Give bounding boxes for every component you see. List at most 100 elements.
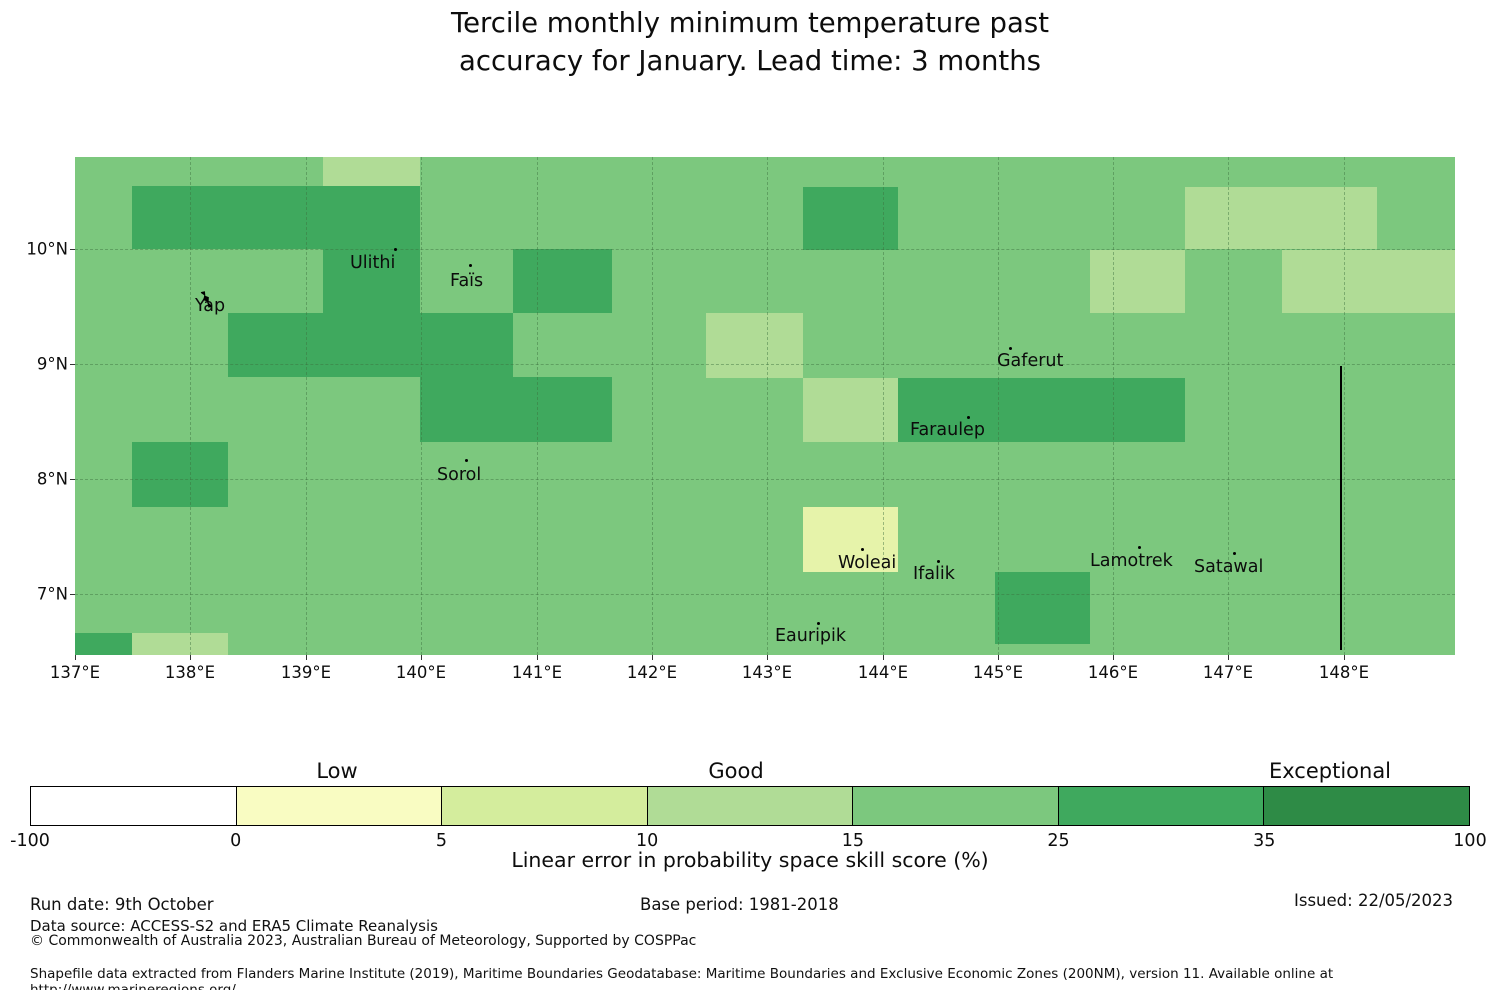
x-axis-tickmark [767,655,768,660]
map-cell-value-10-15 [323,157,420,186]
colorbar-tick-label: 100 [1453,831,1487,851]
colorbar-tick-label: 5 [435,831,447,851]
data-source-text: Data source: ACCESS-S2 and ERA5 Climate … [30,917,438,935]
map-cell-value-25-35 [420,377,612,442]
x-axis-tickmark [306,655,307,660]
map-cell-value-25-35 [513,249,612,313]
island-label-woleai: Woleai [838,553,897,573]
map-cell-value-25-35 [898,378,1185,442]
x-axis-tickmark [537,655,538,660]
island-dot-sorol [465,459,468,462]
grid-line-vertical [537,157,538,655]
island-dot-lamotrek [1138,546,1141,549]
map-cell-value-25-35 [228,313,513,377]
colorbar-category-label-low: Low [316,759,358,783]
island-dot-gaferut [1009,347,1012,350]
grid-line-horizontal [75,364,1455,365]
colorbar-tick-label: 15 [841,831,864,851]
colorbar-segment--100–0 [31,787,236,825]
colorbar-segment-35–100 [1263,787,1470,825]
grid-line-vertical [421,157,422,655]
x-axis-tick-label: 139°E [280,663,332,682]
x-axis-tickmark [421,655,422,660]
map-cell-value-10-15 [706,313,803,378]
y-axis-tickmark [70,594,75,595]
colorbar [30,786,1470,826]
y-axis-tickmark [70,249,75,250]
shapefile-attribution-text: Shapefile data extracted from Flanders M… [30,966,1334,990]
island-label-faïs: Faïs [450,271,484,291]
map-cell-value-10-15 [132,633,228,655]
grid-line-horizontal [75,594,1455,595]
colorbar-segment-25–35 [1057,787,1264,825]
x-axis-tick-label: 138°E [164,663,216,682]
grid-line-vertical [1113,157,1114,655]
island-label-faraulep: Faraulep [910,420,985,440]
y-axis-tick-label: 7°N [36,584,68,604]
island-dot-faïs [469,264,472,267]
copyright-text: © Commonwealth of Australia 2023, Austra… [30,933,697,949]
chart-title-line2: accuracy for January. Lead time: 3 month… [459,45,1041,77]
colorbar-category-label-good: Good [708,759,764,783]
base-period-text: Base period: 1981-2018 [640,895,839,914]
grid-line-vertical [1344,157,1345,655]
island-label-ulithi: Ulithi [350,253,396,273]
grid-line-vertical [767,157,768,655]
map-cell-value-25-35 [995,572,1090,644]
x-axis-tick-label: 145°E [972,663,1024,682]
map-area: YapUlithiFaïsSorolGaferutFaraulepWoleaiI… [75,157,1455,655]
colorbar-segment-15–25 [852,787,1058,825]
x-axis-tick-label: 143°E [741,663,793,682]
island-dot-ifalik [937,560,940,563]
x-axis-tick-label: 141°E [511,663,563,682]
x-axis-tickmark [1228,655,1229,660]
grid-line-horizontal [75,249,1455,250]
map-cell-value-25-35 [132,186,420,249]
y-axis-tickmark [70,364,75,365]
map-cell-value-10-15 [803,378,898,442]
colorbar-tick-label: -100 [10,831,50,851]
colorbar-category-label-exceptional: Exceptional [1268,759,1392,783]
island-dot-woleai [861,548,864,551]
y-axis-tick-label: 10°N [26,239,68,259]
colorbar-segment-0–5 [235,787,442,825]
island-label-gaferut: Gaferut [997,351,1064,371]
grid-line-vertical [652,157,653,655]
map-cell-value-25-35 [132,442,228,507]
x-axis-tickmark [998,655,999,660]
x-axis-tickmark [883,655,884,660]
island-label-satawal: Satawal [1194,557,1264,577]
x-axis-tickmark [75,655,76,660]
grid-line-vertical [190,157,191,655]
x-axis-tick-label: 146°E [1087,663,1139,682]
map-cell-value-25-35 [323,249,420,313]
grid-line-horizontal [75,479,1455,480]
issued-text: Issued: 22/05/2023 [1294,891,1454,910]
x-axis-tickmark [1113,655,1114,660]
chart-title: Tercile monthly minimum temperature past… [0,4,1500,80]
chart-title-line1: Tercile monthly minimum temperature past [451,7,1049,39]
x-axis-tickmark [1344,655,1345,660]
colorbar-tick-label: 0 [230,831,242,851]
colorbar-axis-label: Linear error in probability space skill … [511,848,989,872]
run-date-text: Run date: 9th October [30,895,214,914]
x-axis-tick-label: 147°E [1202,663,1254,682]
x-axis-tick-label: 142°E [626,663,678,682]
grid-line-vertical [306,157,307,655]
map-cell-value-10-15 [1185,187,1377,249]
colorbar-tick-label: 35 [1253,831,1276,851]
x-axis-tick-label: 144°E [857,663,909,682]
island-dot-faraulep [967,416,970,419]
island-dot-eauripik [817,622,820,625]
eez-boundary-line [1340,366,1342,650]
colorbar-tick-label: 25 [1047,831,1070,851]
colorbar-segment-10–15 [646,787,853,825]
map-cell-value-25-35 [75,633,132,655]
island-dot-satawal [1233,552,1236,555]
grid-line-vertical [998,157,999,655]
x-axis-tick-label: 140°E [395,663,447,682]
x-axis-tickmark [190,655,191,660]
x-axis-tickmark [652,655,653,660]
y-axis-tick-label: 9°N [36,354,68,374]
